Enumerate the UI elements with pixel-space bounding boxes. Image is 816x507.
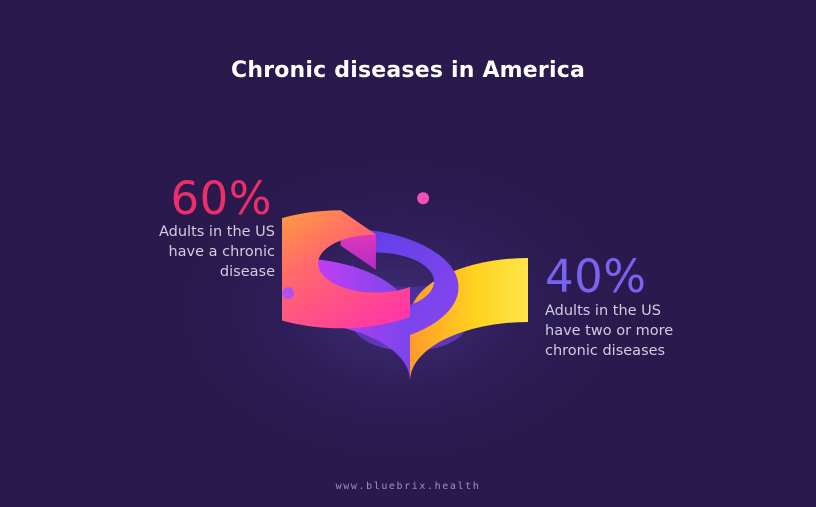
donut-chart bbox=[282, 192, 528, 381]
callout-60-line: Adults in the US bbox=[159, 224, 275, 240]
footer-url: www.bluebrix.health bbox=[335, 481, 481, 492]
callout-40-line: have two or more bbox=[545, 323, 674, 339]
chart-title: Chronic diseases in America bbox=[230, 58, 585, 83]
percent-40-label: 40% bbox=[545, 250, 647, 303]
callout-60-line: disease bbox=[219, 264, 275, 280]
percent-60-label: 60% bbox=[170, 172, 272, 225]
marker-40-dot bbox=[282, 287, 295, 300]
callout-40-line: chronic diseases bbox=[545, 343, 666, 359]
slice-40-top bbox=[340, 228, 459, 335]
callout-40-description: Adults in the US have two or more chroni… bbox=[545, 301, 725, 361]
marker-60-dot bbox=[417, 192, 430, 205]
callout-60-description: Adults in the US have a chronic disease bbox=[115, 222, 275, 282]
callout-40-line: Adults in the US bbox=[545, 303, 661, 319]
slice-60-top bbox=[282, 210, 410, 329]
callout-60-line: have a chronic bbox=[168, 244, 275, 260]
